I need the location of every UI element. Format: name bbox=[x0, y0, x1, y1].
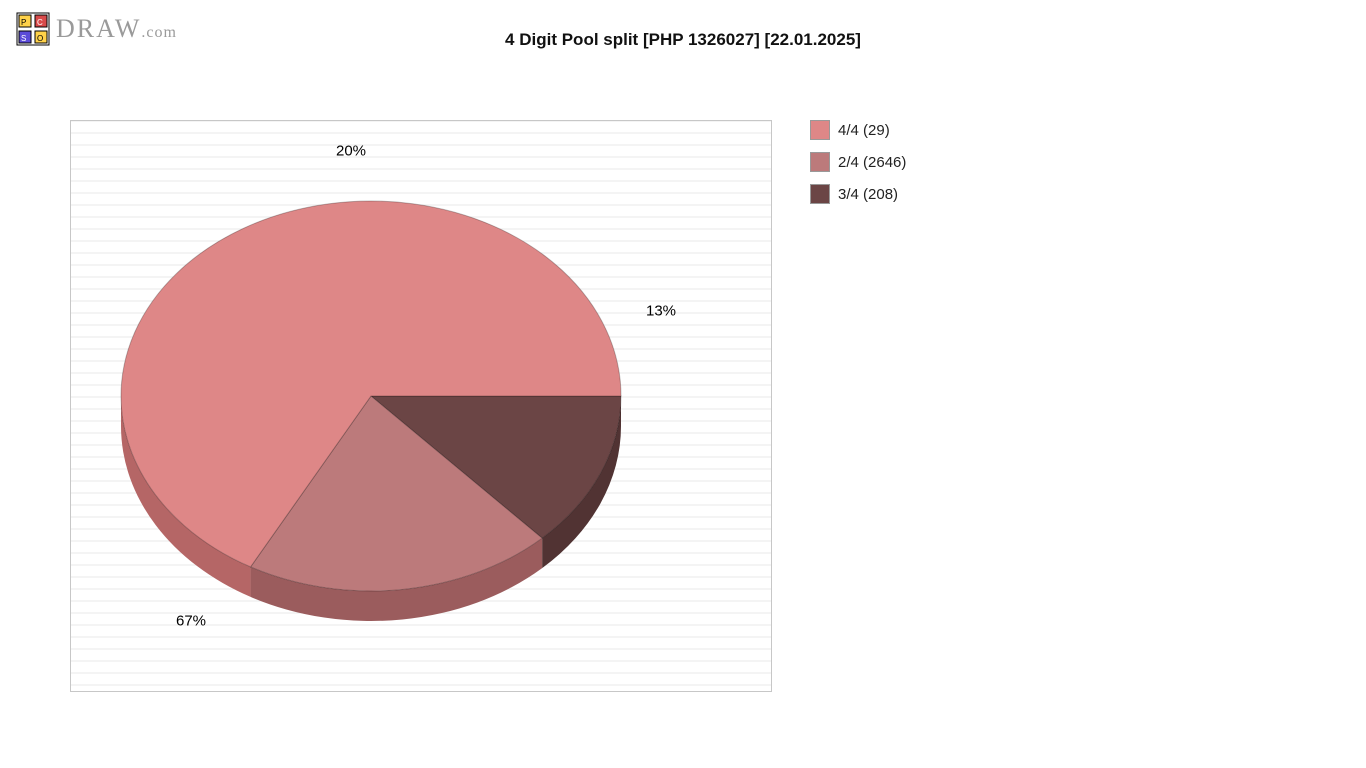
legend-label: 2/4 (2646) bbox=[838, 154, 906, 171]
pie-chart bbox=[71, 121, 771, 691]
legend-item: 3/4 (208) bbox=[810, 184, 1070, 204]
legend-swatch bbox=[810, 184, 830, 204]
legend-item: 4/4 (29) bbox=[810, 120, 1070, 140]
svg-text:C: C bbox=[37, 18, 43, 27]
legend-swatch bbox=[810, 120, 830, 140]
svg-text:P: P bbox=[21, 18, 26, 27]
legend-label: 4/4 (29) bbox=[838, 122, 890, 139]
slice-percent-label: 13% bbox=[646, 303, 676, 320]
pie-top-layer bbox=[121, 201, 621, 591]
chart-legend: 4/4 (29) 2/4 (2646) 3/4 (208) bbox=[810, 120, 1070, 216]
legend-label: 3/4 (208) bbox=[838, 186, 898, 203]
chart-title: 4 Digit Pool split [PHP 1326027] [22.01.… bbox=[0, 30, 1366, 50]
legend-item: 2/4 (2646) bbox=[810, 152, 1070, 172]
slice-percent-label: 20% bbox=[336, 143, 366, 160]
legend-swatch bbox=[810, 152, 830, 172]
chart-plot-area: 13% 20% 67% bbox=[70, 120, 772, 692]
slice-percent-label: 67% bbox=[176, 613, 206, 630]
